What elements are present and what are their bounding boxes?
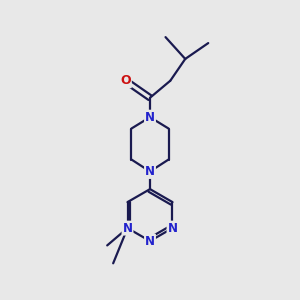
Text: N: N: [145, 235, 155, 248]
Text: N: N: [145, 165, 155, 178]
Text: O: O: [120, 74, 131, 87]
Text: N: N: [145, 111, 155, 124]
Text: N: N: [167, 222, 178, 235]
Text: N: N: [122, 222, 133, 235]
